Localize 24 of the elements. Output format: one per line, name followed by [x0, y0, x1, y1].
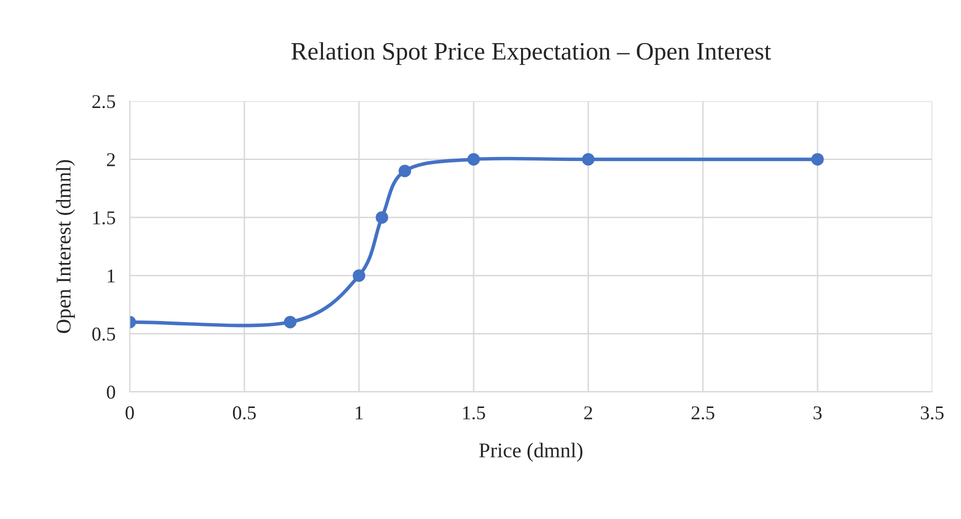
y-tick-label: 2	[106, 153, 115, 166]
y-tick-label: 1	[108, 270, 115, 282]
y-tick-label: 0	[106, 386, 116, 399]
x-tick-label: 0	[126, 406, 134, 420]
point	[467, 153, 480, 166]
point	[582, 153, 595, 166]
y-tick-label: 1.5	[93, 211, 116, 224]
x-tick-label: 2	[584, 406, 592, 420]
x-axis-title: Price (dmnl)	[479, 442, 582, 462]
point	[376, 211, 388, 224]
x-tick-label: 3	[814, 406, 822, 420]
point	[352, 269, 366, 282]
y-tick-label: 2.5	[92, 95, 116, 108]
x-tick-label: 1.5	[463, 406, 486, 420]
point	[284, 316, 296, 328]
chart-title: Relation Spot Price Expectation – Open Interest	[291, 42, 772, 65]
point	[398, 164, 412, 178]
x-tick-label: 0.5	[232, 406, 256, 420]
x-tick-label: 2.5	[692, 406, 714, 420]
x-tick-label: 3.5	[920, 406, 944, 420]
point	[811, 153, 824, 166]
x-tick-label: 1	[356, 406, 363, 420]
y-axis-title: Open Interest (dmnl)	[56, 160, 75, 334]
y-tick-label: 0.5	[92, 328, 116, 341]
